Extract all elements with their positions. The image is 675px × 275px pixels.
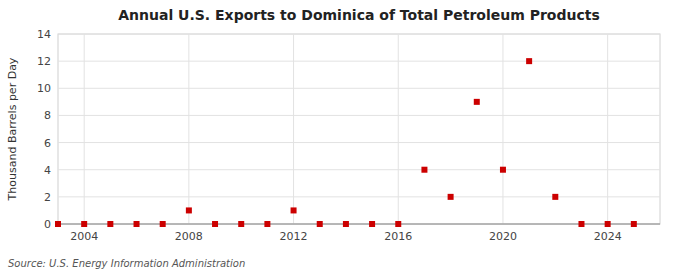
x-tick-label: 2024: [594, 230, 622, 243]
point: [500, 167, 506, 173]
y-grid-line: [58, 34, 660, 35]
chart-container: 0 2 4 6 8 10 12 14 2004 2008 2012 2016 2020 2024 Annua…: [0, 0, 675, 275]
x-grid-line: [502, 34, 503, 224]
y-tick-label: 14: [37, 28, 51, 41]
point: [55, 221, 61, 227]
grid: [58, 34, 660, 224]
x-tick-label: 2016: [384, 230, 412, 243]
point: [395, 221, 401, 227]
y-grid-line: [58, 61, 660, 62]
y-axis-label: Thousand Barrels per Day: [6, 57, 19, 201]
y-tick-label: 8: [44, 109, 51, 122]
x-grid-line: [293, 34, 294, 224]
point: [605, 221, 611, 227]
y-tick-label: 12: [37, 55, 51, 68]
point: [212, 221, 218, 227]
y-tick-label: 10: [37, 82, 51, 95]
y-grid-line: [58, 142, 660, 143]
y-tick-label: 4: [44, 164, 51, 177]
point: [317, 221, 323, 227]
x-tick-label: 2004: [70, 230, 98, 243]
plot-area: [58, 34, 660, 224]
y-grid-line: [58, 224, 660, 225]
point: [160, 221, 166, 227]
x-axis-line: [58, 224, 660, 225]
source-note: Source: U.S. Energy Information Administ…: [8, 258, 245, 269]
point: [81, 221, 87, 227]
y-tick-label: 0: [44, 218, 51, 231]
x-grid-line: [84, 34, 85, 224]
point: [238, 221, 244, 227]
y-grid-line: [58, 115, 660, 116]
x-grid-line: [607, 34, 608, 224]
x-tick-label: 2012: [280, 230, 308, 243]
y-grid-line: [58, 169, 660, 170]
point: [552, 194, 558, 200]
y-grid-line: [58, 196, 660, 197]
x-grid-line: [398, 34, 399, 224]
y-tick-label: 2: [44, 191, 51, 204]
points: [55, 58, 637, 227]
point: [631, 221, 637, 227]
title: Annual U.S. Exports to Dominica of Total…: [118, 7, 600, 23]
point: [526, 58, 532, 64]
y-tick-label: 6: [44, 137, 51, 150]
y-grid-line: [58, 88, 660, 89]
point: [421, 167, 427, 173]
point: [134, 221, 140, 227]
point: [448, 194, 454, 200]
point: [343, 221, 349, 227]
point: [474, 99, 480, 105]
x-grid-line: [188, 34, 189, 224]
point: [369, 221, 375, 227]
point: [291, 207, 297, 213]
x-tick-label: 2020: [489, 230, 517, 243]
x-tick-label: 2008: [175, 230, 203, 243]
point: [578, 221, 584, 227]
point: [264, 221, 270, 227]
point: [107, 221, 113, 227]
chart-svg: 0 2 4 6 8 10 12 14 2004 2008 2012 2016 2020 2024 Annua…: [0, 0, 675, 275]
point: [186, 207, 192, 213]
